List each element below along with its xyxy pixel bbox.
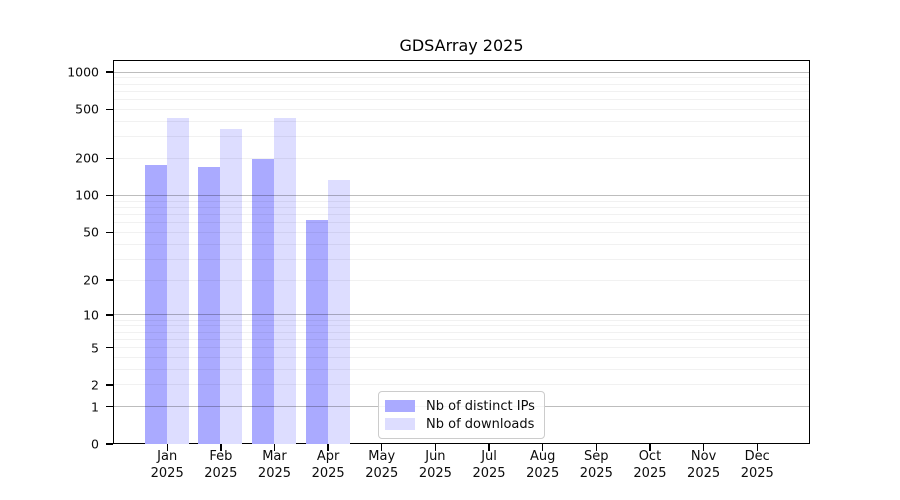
y-tick-label-200: 200 [75,150,99,166]
y-tick-10 [106,314,113,316]
y-tick-100 [106,194,113,197]
x-tick-may [381,444,383,451]
gridline-minor-40 [114,243,809,245]
gridline-minor-8 [114,325,809,327]
legend-label-downloads: Nb of downloads [426,416,535,432]
gridline-minor-5 [114,347,809,349]
gridline-minor-800 [114,83,809,85]
x-tick-jul [488,444,490,451]
x-tick-label-dec: Dec 2025 [740,449,774,481]
y-tick-1000 [106,71,113,73]
x-tick-label-nov: Nov 2025 [687,449,721,481]
gridline-minor-400 [114,120,809,122]
x-tick-label-oct: Oct 2025 [633,449,667,481]
gridline-minor-20 [114,279,809,281]
x-tick-feb [220,444,222,451]
x-tick-label-jun: Jun 2025 [418,449,452,481]
x-tick-nov [702,444,705,451]
x-tick-jun [434,444,437,451]
gridline-minor-700 [114,90,809,92]
gridline-major-100 [114,195,809,197]
y-tick-label-0: 0 [91,436,99,452]
y-tick-5 [106,346,113,349]
x-tick-label-apr: Apr 2025 [311,449,345,481]
y-tick-label-20: 20 [83,272,99,288]
gridline-minor-30 [114,258,809,260]
gridline-minor-80 [114,206,809,208]
x-tick-label-sep: Sep 2025 [579,449,613,481]
y-tick-label-50: 50 [83,224,99,240]
bar-downloads-feb [220,129,243,444]
chart-title: GDSArray 2025 [399,36,524,55]
gridline-minor-90 [114,200,809,202]
bar-downloads-mar [274,117,297,444]
x-tick-label-jul: Jul 2025 [472,449,506,481]
x-tick-label-jan: Jan 2025 [150,449,184,481]
y-tick-200 [106,157,113,160]
gridline-major-1000 [114,71,809,73]
gridline-minor-9 [114,319,809,321]
bar-distinct-ips-apr [305,220,328,444]
x-tick-label-mar: Mar 2025 [257,449,292,481]
y-tick-2 [106,384,113,386]
y-tick-20 [106,279,113,281]
y-tick-50 [106,231,113,233]
gridline-minor-300 [114,136,809,138]
gridline-minor-2 [114,384,809,386]
legend: Nb of distinct IPs Nb of downloads [378,391,545,439]
gridline-minor-500 [114,108,809,110]
x-tick-label-feb: Feb 2025 [204,449,238,481]
x-tick-jan [166,444,168,451]
legend-swatch-distinct-ips [385,400,415,412]
x-tick-mar [273,444,276,451]
gridline-minor-4 [114,356,809,358]
legend-swatch-downloads [385,418,415,430]
y-tick-label-1000: 1000 [67,64,99,80]
gridline-minor-7 [114,331,809,333]
gridline-minor-6 [114,338,809,340]
x-tick-label-aug: Aug 2025 [526,449,560,481]
y-tick-label-2: 2 [91,377,99,393]
x-tick-apr [327,444,329,451]
bar-downloads-jan [166,118,189,444]
legend-item-distinct-ips: Nb of distinct IPs [385,397,538,415]
y-tick-500 [106,108,113,110]
x-tick-label-may: May 2025 [365,449,399,481]
y-tick-0 [106,443,113,445]
bar-distinct-ips-feb [198,166,221,444]
x-tick-aug [541,444,544,451]
bar-downloads-apr [327,180,350,444]
y-tick-label-10: 10 [83,307,99,323]
legend-item-downloads: Nb of downloads [385,415,538,433]
x-tick-sep [595,444,597,451]
gridline-minor-50 [114,231,809,233]
gridline-minor-200 [114,158,809,159]
gridline-major-10 [114,314,809,316]
y-tick-label-5: 5 [91,340,99,355]
y-tick-label-1: 1 [91,399,99,415]
plot-area [113,60,810,444]
y-tick-1 [106,405,113,408]
gridline-minor-60 [114,222,809,224]
y-tick-label-500: 500 [75,101,99,117]
x-tick-oct [649,444,651,451]
gridline-minor-600 [114,99,809,101]
gridline-minor-70 [114,214,809,216]
gridline-minor-3 [114,368,809,370]
y-tick-label-100: 100 [75,187,99,203]
bar-distinct-ips-mar [252,159,275,444]
gridline-minor-900 [114,77,809,79]
x-tick-dec [756,444,758,451]
bar-distinct-ips-jan [144,165,167,444]
legend-label-distinct-ips: Nb of distinct IPs [426,398,535,414]
